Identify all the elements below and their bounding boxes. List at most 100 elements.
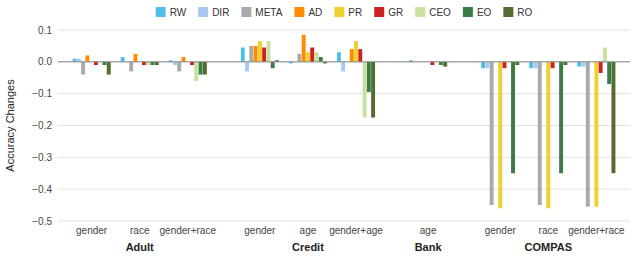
y-tick-label: −0.4 (32, 184, 52, 195)
bar (258, 41, 262, 62)
bar (297, 54, 301, 62)
group-label: Credit (292, 241, 324, 253)
bar (266, 41, 270, 62)
bar (546, 62, 550, 208)
bar (199, 62, 203, 75)
group-label: Bank (415, 241, 443, 253)
bar (481, 62, 485, 68)
legend-label: PR (348, 7, 362, 18)
y-tick-label: −0.2 (32, 120, 52, 131)
bar (177, 62, 181, 72)
bar (611, 62, 615, 173)
y-tick-label: −0.1 (32, 88, 52, 99)
legend-item: META (241, 7, 282, 18)
bars (73, 35, 616, 208)
bar (107, 62, 111, 75)
bar (371, 62, 375, 118)
legend-item: CEO (415, 7, 451, 18)
legend-item: AD (294, 7, 322, 18)
bar (443, 62, 447, 67)
bar (194, 62, 198, 81)
legend-swatch (294, 7, 304, 17)
legend-item: RW (156, 7, 187, 18)
bar (133, 54, 137, 62)
legend-swatch (415, 7, 425, 17)
y-tick-label: −0.3 (32, 152, 52, 163)
bar (341, 62, 345, 72)
bar (254, 46, 258, 62)
x-tick-label: gender+race (568, 225, 625, 236)
bar (485, 62, 489, 68)
grid-line (58, 221, 630, 222)
x-tick-label: gender+race (160, 225, 217, 236)
bar (249, 46, 253, 62)
y-tick-label: 0.0 (38, 56, 52, 67)
bar (315, 52, 319, 62)
legend-item: EO (463, 7, 492, 18)
bar (182, 57, 186, 62)
legend-item: GR (374, 7, 403, 18)
legend-swatch (334, 7, 344, 17)
bar (586, 62, 590, 207)
legend-swatch (198, 7, 208, 17)
x-tick-label: gender (76, 225, 108, 236)
y-tick-label: 0.1 (38, 25, 52, 36)
bar (129, 62, 133, 72)
bar (121, 57, 125, 62)
bar (503, 62, 507, 68)
legend-label: AD (308, 7, 322, 18)
bar (203, 62, 207, 75)
bar (363, 62, 367, 118)
bar (603, 48, 607, 62)
bar (358, 49, 362, 62)
grid-line (58, 189, 630, 190)
grid-line (58, 125, 630, 126)
legend-swatch (374, 7, 384, 17)
legend-label: GR (388, 7, 403, 18)
x-tick-label: race (130, 225, 150, 236)
bar (262, 48, 266, 62)
bar (271, 62, 275, 68)
bar (594, 62, 598, 207)
bar (529, 62, 533, 68)
bar (337, 52, 341, 62)
bar (511, 62, 515, 173)
legend-item: DIR (198, 7, 229, 18)
grid-line (58, 30, 630, 31)
legend-swatch (241, 7, 251, 17)
bar (607, 62, 611, 84)
bar (81, 62, 85, 75)
legend: RW DIR META AD PR GR CEO EO RO (156, 7, 533, 18)
group-label: COMPAS (525, 241, 572, 253)
grid-line (58, 61, 630, 62)
bar (306, 52, 310, 62)
bar (350, 49, 354, 62)
bar (534, 62, 538, 68)
legend-label: CEO (429, 7, 451, 18)
bar (538, 62, 542, 205)
bar (559, 62, 563, 173)
bar (319, 57, 323, 62)
legend-item: PR (334, 7, 362, 18)
x-tick-label: age (420, 225, 437, 236)
legend-label: EO (477, 7, 492, 18)
legend-swatch (503, 7, 513, 17)
group-label: Adult (126, 241, 154, 253)
x-tick-label: age (300, 225, 317, 236)
bar (302, 35, 306, 62)
x-tick-label: gender+age (329, 225, 383, 236)
bar (498, 62, 502, 208)
bar (354, 41, 358, 62)
y-tick-label: −0.5 (32, 216, 52, 227)
grid-line (58, 93, 630, 94)
bar (577, 62, 581, 67)
bar (310, 48, 314, 62)
bar (241, 48, 245, 62)
legend-swatch (463, 7, 473, 17)
x-tick-label: race (539, 225, 559, 236)
x-tick-label: gender (485, 225, 517, 236)
legend-label: RO (517, 7, 532, 18)
legend-label: RW (170, 7, 187, 18)
bar (599, 62, 603, 73)
y-axis-label: Accuracy Changes (4, 79, 16, 172)
